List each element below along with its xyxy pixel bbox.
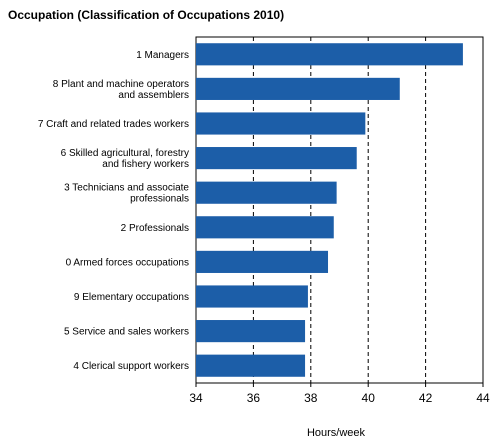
x-tick-label: 36 (247, 391, 261, 405)
category-label: 1 Managers (136, 50, 189, 61)
category-label: 2 Professionals (121, 223, 189, 234)
chart-title: Occupation (Classification of Occupation… (8, 8, 285, 22)
x-axis-title: Hours/week (307, 427, 366, 439)
x-tick-label: 34 (189, 391, 203, 405)
category-label: 6 Skilled agricultural, forestry and fish… (61, 148, 189, 170)
category-label: 4 Clerical support workers (73, 361, 189, 372)
bar (196, 43, 463, 66)
x-tick-label: 42 (419, 391, 433, 405)
category-label: 7 Craft and related trades workers (38, 119, 189, 130)
bar (196, 320, 306, 343)
category-label: 3 Technicians and associate professionals (64, 183, 189, 205)
category-label: 5 Service and sales workers (64, 327, 189, 338)
bar (196, 354, 306, 377)
x-tick-label: 40 (362, 391, 376, 405)
bar (196, 147, 357, 170)
bar (196, 77, 400, 100)
plot-frame (195, 36, 484, 384)
x-tick-label: 44 (476, 391, 490, 405)
bar (196, 285, 308, 308)
bar (196, 216, 334, 239)
bar (196, 181, 337, 204)
category-label: 0 Armed forces occupations (66, 257, 189, 268)
x-tick-label: 38 (304, 391, 318, 405)
category-label: 8 Plant and machine operators and assembl… (53, 79, 189, 101)
bar (196, 250, 329, 273)
bar (196, 112, 366, 135)
category-label: 9 Elementary occupations (74, 292, 189, 303)
